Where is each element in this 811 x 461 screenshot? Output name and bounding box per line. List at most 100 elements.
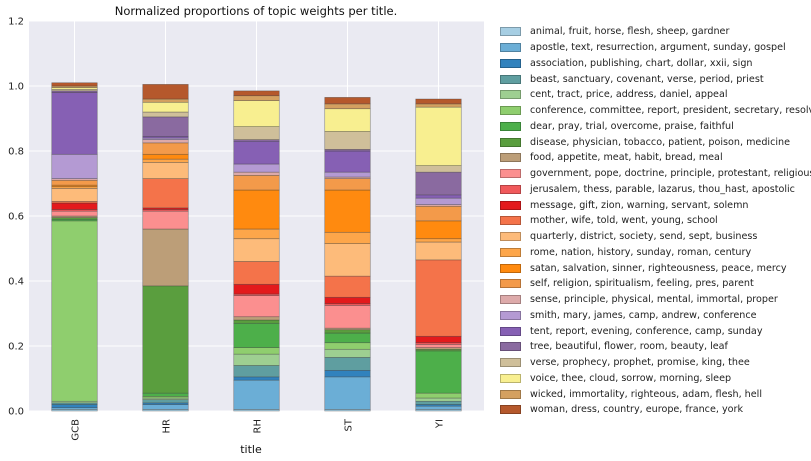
bar-segment-st-12 [324, 275, 371, 298]
legend-swatch [500, 184, 521, 194]
y-tick-label: 0.4 [8, 277, 24, 288]
bar-segment-rh-11 [233, 283, 280, 295]
legend-swatch [500, 405, 521, 415]
legend-item: dear, pray, trial, overcome, praise, fai… [500, 119, 808, 135]
bar-segment-st-2 [324, 370, 371, 378]
bar-segment-rh-7 [233, 319, 280, 324]
legend-label: mother, wife, told, went, young, school [530, 215, 718, 227]
legend-label: association, publishing, chart, dollar, … [530, 57, 753, 69]
legend-swatch [500, 216, 521, 226]
bar-segment-gcb-24 [51, 82, 98, 87]
legend-label: satan, salvation, sinner, righteousness,… [530, 262, 787, 274]
bar-segment-hr-6 [142, 392, 189, 397]
chart-title: Normalized proportions of topic weights … [115, 4, 398, 18]
bar-segment-hr-14 [142, 158, 189, 163]
legend-swatch [500, 58, 521, 68]
legend-swatch [500, 74, 521, 84]
bar-segment-yi-16 [415, 205, 462, 222]
bar-segment-rh-14 [233, 228, 280, 240]
legend-label: dear, pray, trial, overcome, praise, fai… [530, 120, 734, 132]
bar-segment-yi-6 [415, 350, 462, 394]
bar-segment-rh-19 [233, 140, 280, 165]
legend-label: food, appetite, meat, habit, bread, meal [530, 152, 723, 164]
bar-segment-yi-14 [415, 238, 462, 243]
bar-segment-gcb-5 [51, 220, 98, 402]
legend-item: message, gift, zion, warning, servant, s… [500, 197, 808, 213]
bar-segment-rh-12 [233, 261, 280, 285]
bar-segment-st-9 [324, 305, 371, 329]
bar-segment-yi-11 [415, 335, 462, 344]
legend-swatch [500, 200, 521, 210]
bar-segment-rh-17 [233, 171, 280, 176]
legend-item: verse, prophecy, prophet, promise, king,… [500, 355, 808, 371]
legend-item: food, appetite, meat, habit, bread, meal [500, 150, 808, 166]
bar-segment-yi-19 [415, 194, 462, 199]
legend-swatch [500, 326, 521, 336]
y-tick-label: 0.2 [8, 342, 24, 353]
bar-segment-rh-24 [233, 90, 280, 97]
legend-label: beast, sanctuary, covenant, verse, perio… [530, 73, 764, 85]
legend-item: tree, beautiful, flower, room, beauty, l… [500, 339, 808, 355]
legend-swatch [500, 121, 521, 131]
legend-item: woman, dress, country, europe, france, y… [500, 402, 808, 418]
bar-segment-hr-23 [142, 98, 189, 103]
bar-segment-rh-4 [233, 353, 280, 366]
bar-segment-yi-3 [415, 400, 462, 405]
bar-segment-yi-22 [415, 106, 462, 166]
bar-segment-st-13 [324, 243, 371, 277]
legend-swatch [500, 295, 521, 305]
legend-label: apostle, text, resurrection, argument, s… [530, 42, 786, 54]
bar-segment-rh-15 [233, 189, 280, 230]
bar-segment-st-16 [324, 178, 371, 191]
bar-segment-yi-5 [415, 392, 462, 399]
bar-segment-rh-5 [233, 347, 280, 355]
bar-segment-st-24 [324, 97, 371, 105]
bar-segment-st-15 [324, 189, 371, 233]
bar-segment-yi-24 [415, 98, 462, 105]
legend-label: self, religion, spiritualism, feeling, p… [530, 278, 754, 290]
legend-label: message, gift, zion, warning, servant, s… [530, 199, 749, 211]
y-tick-label: 0.0 [8, 407, 24, 418]
bar-segment-yi-13 [415, 241, 462, 261]
legend-swatch [500, 279, 521, 289]
bar-segment-st-7 [324, 329, 371, 334]
bar-segment-gcb-2 [51, 404, 98, 409]
legend-swatch [500, 389, 521, 399]
bar-segment-yi-23 [415, 103, 462, 108]
legend-swatch [500, 247, 521, 257]
y-tick-label: 1.2 [8, 17, 24, 28]
legend-item: disease, physician, tobacco, patient, po… [500, 134, 808, 150]
bar-segment-st-1 [324, 376, 371, 410]
bar-segment-hr-22 [142, 101, 189, 113]
y-axis-ticks: 0.0 0.2 0.4 0.6 0.8 1.0 1.2 [8, 17, 24, 418]
legend-item: voice, thee, cloud, sorrow, morning, sle… [500, 371, 808, 387]
bar-segment-st-3 [324, 357, 371, 371]
legend-item: cent, tract, price, address, daniel, app… [500, 87, 808, 103]
legend-swatch [500, 106, 521, 116]
bar-segment-rh-1 [233, 379, 280, 410]
bar-segment-st-4 [324, 348, 371, 358]
bar-segment-rh-2 [233, 376, 280, 381]
bar-segment-rh-13 [233, 238, 280, 262]
legend-label: wicked, immortality, righteous, adam, fl… [530, 388, 762, 400]
legend-label: animal, fruit, horse, flesh, sheep, gard… [530, 26, 730, 38]
bar-segment-hr-15 [142, 153, 189, 160]
legend-swatch [500, 358, 521, 368]
x-tick-label-yi: YI [435, 419, 446, 429]
bar-segment-hr-12 [142, 178, 189, 209]
bar-segment-yi-12 [415, 259, 462, 337]
bar-segment-st-18 [324, 171, 371, 178]
legend-item: government, pope, doctrine, principle, p… [500, 166, 811, 182]
bar-segment-st-5 [324, 342, 371, 350]
legend-swatch [500, 342, 521, 352]
bar-segment-st-23 [324, 103, 371, 110]
bar-segment-yi-4 [415, 397, 462, 402]
x-axis-ticks: GCB HR RH ST YI [71, 418, 446, 440]
legend-item: beast, sanctuary, covenant, verse, perio… [500, 71, 808, 87]
bar-segment-rh-9 [233, 295, 280, 318]
bar-segment-st-11 [324, 296, 371, 305]
bars-group [51, 82, 462, 412]
legend-item: tent, report, evening, conference, camp,… [500, 323, 808, 339]
legend-label: jerusalem, thess, parable, lazarus, thou… [530, 183, 795, 195]
